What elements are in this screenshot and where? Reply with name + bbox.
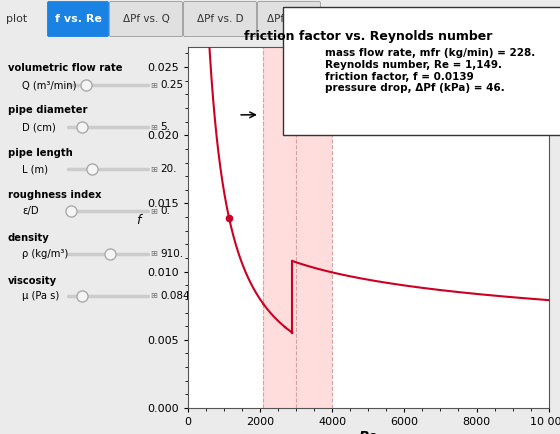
Text: 0.25: 0.25	[160, 80, 183, 90]
Text: ΔPf vs. L: ΔPf vs. L	[267, 14, 311, 24]
Text: density: density	[8, 233, 50, 243]
Text: 20.: 20.	[160, 164, 176, 174]
Text: ρ (kg/m³): ρ (kg/m³)	[22, 249, 68, 259]
Text: 0.084: 0.084	[160, 291, 190, 301]
Text: ⊞: ⊞	[150, 250, 157, 259]
Text: transition region: transition region	[326, 110, 426, 120]
X-axis label: Re: Re	[358, 430, 378, 434]
Text: pipe diameter: pipe diameter	[8, 105, 87, 115]
Text: 0.: 0.	[160, 206, 170, 216]
Text: viscosity: viscosity	[8, 276, 57, 286]
Text: roughness index: roughness index	[8, 190, 101, 200]
Text: ⊞: ⊞	[150, 122, 157, 132]
FancyBboxPatch shape	[258, 1, 320, 36]
Text: ΔPf vs. Q: ΔPf vs. Q	[123, 14, 170, 24]
Text: ⊞: ⊞	[150, 292, 157, 300]
Text: D (cm): D (cm)	[22, 122, 56, 132]
Text: ΔPf vs. D: ΔPf vs. D	[197, 14, 243, 24]
Text: mass flow rate, mfr (kg/min) = 228.
Reynolds number, Re = 1,149.
friction factor: mass flow rate, mfr (kg/min) = 228. Reyn…	[325, 49, 535, 93]
Text: plot: plot	[6, 14, 27, 24]
Text: L (m): L (m)	[22, 164, 48, 174]
Text: ⊞: ⊞	[150, 80, 157, 89]
Bar	[263, 47, 332, 408]
Text: ⊞: ⊞	[150, 207, 157, 216]
Text: ε/D: ε/D	[22, 206, 39, 216]
Text: μ (Pa s): μ (Pa s)	[22, 291, 59, 301]
Text: Q (m³/min): Q (m³/min)	[22, 80, 77, 90]
Text: volumetric flow rate: volumetric flow rate	[8, 63, 123, 73]
FancyBboxPatch shape	[110, 1, 183, 36]
Text: 5.: 5.	[160, 122, 170, 132]
Text: 910.: 910.	[160, 249, 183, 259]
Text: pipe length: pipe length	[8, 148, 73, 158]
Y-axis label: f: f	[136, 214, 141, 227]
Text: f vs. Re: f vs. Re	[54, 14, 101, 24]
FancyBboxPatch shape	[48, 1, 109, 36]
Title: friction factor vs. Reynolds number: friction factor vs. Reynolds number	[244, 30, 492, 43]
Text: ⊞: ⊞	[150, 164, 157, 174]
FancyBboxPatch shape	[184, 1, 256, 36]
